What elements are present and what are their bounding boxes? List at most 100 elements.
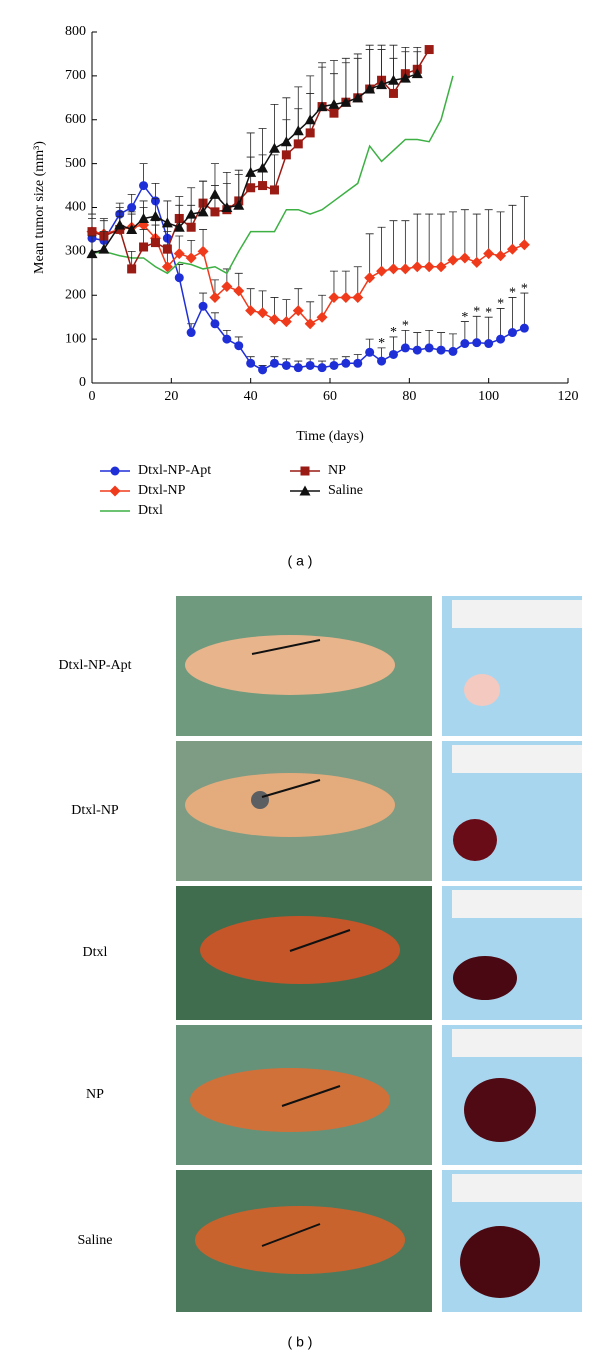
x-tick-label: 60 <box>323 389 337 404</box>
marker <box>210 319 220 329</box>
error-bar <box>318 62 327 107</box>
marker <box>304 318 316 330</box>
marker <box>281 150 291 160</box>
photo-row <box>176 886 582 1020</box>
marker <box>376 79 388 90</box>
marker <box>292 125 304 136</box>
marker <box>376 265 388 277</box>
marker <box>518 239 530 251</box>
error-bar <box>246 132 255 173</box>
error-bar <box>389 44 398 81</box>
marker <box>316 311 328 323</box>
x-tick-label: 20 <box>164 389 178 404</box>
marker <box>424 343 434 353</box>
marker <box>258 181 268 191</box>
arrow <box>281 1085 341 1107</box>
significance-mark: * <box>485 305 492 320</box>
marker <box>317 363 327 373</box>
marker <box>388 349 398 359</box>
tumor <box>464 674 500 706</box>
legend-label: NP <box>328 463 346 478</box>
marker <box>186 328 196 338</box>
marker <box>329 108 339 118</box>
error-bar <box>258 128 267 169</box>
error-bar <box>377 226 386 272</box>
marker <box>281 360 291 370</box>
error-bar <box>496 211 505 256</box>
marker <box>365 347 375 357</box>
marker <box>412 345 422 355</box>
marker <box>110 466 120 476</box>
photo-panel <box>176 596 582 1312</box>
y-tick-label: 600 <box>65 112 86 127</box>
marker <box>162 244 172 254</box>
error-bar <box>496 308 505 340</box>
marker <box>364 83 376 94</box>
error-bar <box>270 103 279 149</box>
marker <box>293 363 303 373</box>
marker <box>305 360 315 370</box>
marker <box>210 207 220 217</box>
marker <box>139 181 149 191</box>
photo-row <box>176 741 582 881</box>
error-bar <box>222 172 231 208</box>
marker <box>340 96 352 107</box>
marker <box>245 305 257 317</box>
y-tick-label: 700 <box>65 68 86 83</box>
marker <box>114 219 126 230</box>
error-bar <box>329 60 338 105</box>
tumor <box>464 1078 536 1142</box>
marker <box>150 238 160 248</box>
marker <box>447 254 459 266</box>
error-bar <box>365 233 374 278</box>
marker <box>280 136 292 147</box>
error-bar <box>401 220 410 269</box>
marker <box>399 72 411 83</box>
marker <box>161 261 173 273</box>
error-bar <box>437 213 446 267</box>
marker <box>507 328 517 338</box>
marker <box>387 263 399 275</box>
marker <box>209 188 221 199</box>
marker <box>209 291 221 303</box>
y-tick-label: 200 <box>65 287 86 302</box>
marker <box>186 222 196 232</box>
significance-mark: * <box>473 305 480 320</box>
photo-row <box>176 1170 582 1312</box>
marker <box>173 221 185 232</box>
significance-mark: * <box>521 281 528 296</box>
marker <box>471 256 483 268</box>
marker <box>197 245 209 257</box>
marker <box>86 248 98 259</box>
x-tick-label: 40 <box>244 389 258 404</box>
marker <box>292 305 304 317</box>
y-axis-label: Mean tumor size (mm³) <box>32 141 47 274</box>
marker <box>460 339 470 349</box>
significance-mark: * <box>402 319 409 334</box>
ruler <box>452 745 582 773</box>
arrow <box>289 929 351 952</box>
arrow <box>261 779 321 798</box>
marker <box>304 114 316 125</box>
y-tick-label: 0 <box>79 375 86 390</box>
marker <box>316 101 328 112</box>
mouse <box>185 635 395 695</box>
marker <box>245 166 257 177</box>
mouse <box>190 1068 390 1132</box>
marker <box>257 307 269 319</box>
marker <box>305 128 315 138</box>
error-bar <box>520 292 529 329</box>
error-bar <box>472 213 481 263</box>
marker <box>197 206 209 217</box>
ruler <box>452 1029 582 1057</box>
legend-label: Saline <box>328 483 363 498</box>
series-line <box>91 75 454 275</box>
photo-label: Dtxl-NP-Apt <box>58 658 131 673</box>
marker <box>185 208 197 219</box>
marker <box>161 217 173 228</box>
marker <box>328 291 340 303</box>
marker <box>268 142 280 153</box>
ruler <box>452 1174 582 1202</box>
marker <box>233 199 245 210</box>
